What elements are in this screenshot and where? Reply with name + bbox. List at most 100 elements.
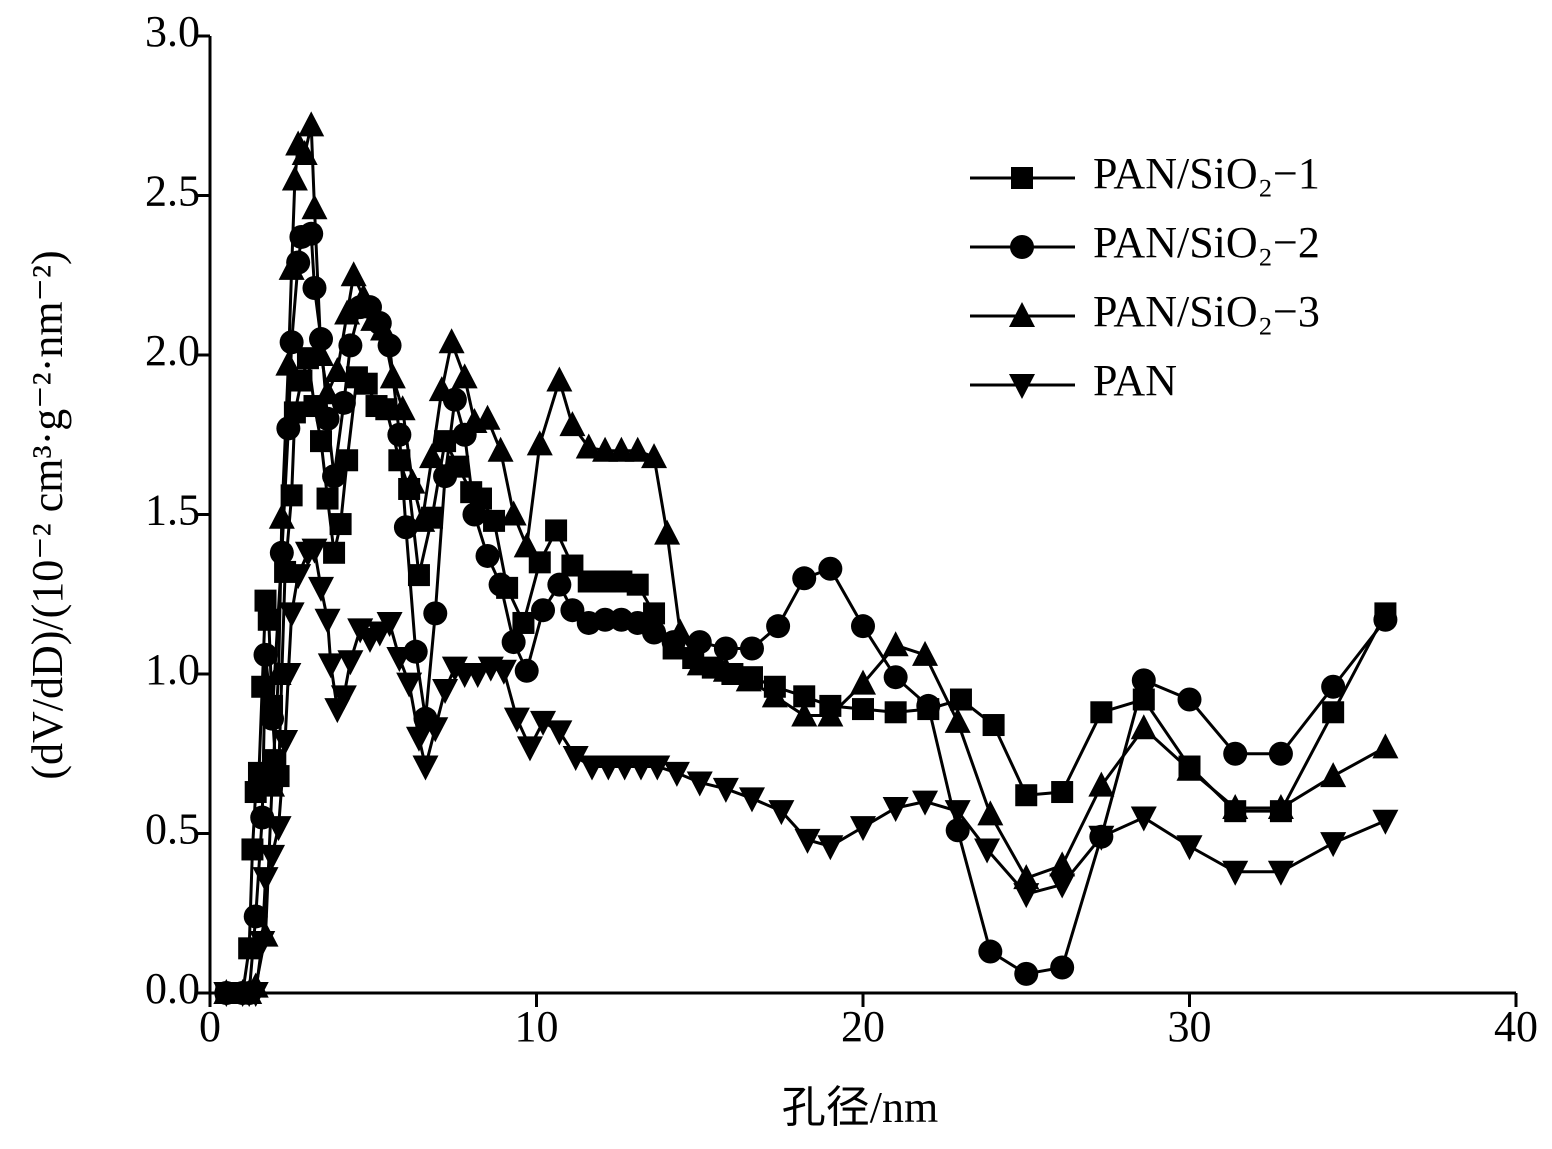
data-point <box>323 541 346 564</box>
data-point <box>252 867 279 893</box>
data-point <box>279 330 304 355</box>
legend-label: PAN/SiO₂−3 <box>1093 287 1320 336</box>
data-point <box>275 350 302 376</box>
legend-marker <box>1010 235 1034 259</box>
data-point <box>268 503 295 529</box>
data-point <box>912 640 939 666</box>
data-point <box>433 464 458 489</box>
data-point <box>977 800 1004 826</box>
data-point <box>575 433 602 459</box>
legend-label: PAN/SiO₂−2 <box>1093 218 1320 267</box>
data-point <box>1268 741 1293 766</box>
y-tick-label: 3.0 <box>145 7 200 56</box>
legend-label: PAN/SiO₂−1 <box>1093 149 1320 198</box>
data-point <box>531 598 556 623</box>
data-point <box>713 636 738 661</box>
data-point <box>792 566 817 591</box>
data-point <box>512 611 535 634</box>
data-point <box>285 564 312 590</box>
data-point <box>526 430 553 456</box>
x-axis-label: 孔径/nm <box>782 1083 938 1132</box>
data-point <box>1321 674 1346 699</box>
y-tick-label: 1.0 <box>145 645 200 694</box>
data-point <box>1014 961 1039 986</box>
data-point <box>331 390 356 415</box>
data-point <box>817 701 844 727</box>
x-tick-label: 0 <box>199 1002 221 1051</box>
data-point <box>944 707 971 733</box>
data-point <box>388 449 411 472</box>
data-point <box>241 838 264 861</box>
data-point <box>340 261 367 287</box>
data-point <box>317 653 344 679</box>
data-point <box>1373 607 1398 632</box>
data-point <box>464 663 491 688</box>
data-point <box>488 572 513 597</box>
x-tick-label: 10 <box>515 1002 559 1051</box>
data-point <box>944 800 971 826</box>
data-point <box>546 720 573 746</box>
data-point <box>916 693 941 718</box>
data-point <box>1176 755 1203 781</box>
data-point <box>624 436 651 462</box>
data-point <box>257 608 280 631</box>
data-point <box>242 982 269 1007</box>
x-tick-label: 20 <box>841 1002 885 1051</box>
data-point <box>412 755 439 781</box>
x-tick-label: 40 <box>1494 1002 1538 1051</box>
data-point <box>1050 955 1075 980</box>
legend-marker <box>1009 374 1035 399</box>
data-point <box>474 404 501 430</box>
data-point <box>316 487 339 510</box>
data-point <box>370 315 397 341</box>
data-point <box>428 376 455 402</box>
data-point <box>438 328 465 354</box>
data-point <box>712 656 739 682</box>
data-point <box>336 449 359 472</box>
data-point <box>423 601 448 626</box>
data-point <box>432 678 459 704</box>
data-point <box>399 468 426 494</box>
data-point <box>389 395 416 421</box>
data-point <box>579 755 606 781</box>
data-point <box>982 714 1005 737</box>
data-point <box>407 564 430 587</box>
data-point <box>516 736 543 762</box>
legend-marker <box>1011 167 1033 189</box>
data-point <box>213 982 240 1007</box>
data-point <box>1088 771 1115 797</box>
data-point <box>490 659 517 685</box>
data-point <box>310 430 333 453</box>
data-point <box>308 576 335 602</box>
data-point <box>945 818 970 843</box>
data-point <box>405 726 432 752</box>
data-point <box>503 707 530 733</box>
data-point <box>739 636 764 661</box>
data-point <box>409 506 436 532</box>
data-point <box>276 416 301 441</box>
data-point <box>642 620 667 645</box>
data-point <box>592 436 619 462</box>
data-point <box>483 509 506 532</box>
data-point <box>254 589 277 612</box>
data-point <box>611 755 638 781</box>
data-point <box>595 755 622 781</box>
data-point <box>330 685 357 711</box>
data-point <box>1013 864 1040 890</box>
y-tick-label: 1.5 <box>145 486 200 535</box>
data-point <box>329 513 352 536</box>
data-point <box>422 717 449 743</box>
data-point <box>1267 860 1294 886</box>
data-point <box>243 904 268 929</box>
data-point <box>793 685 816 708</box>
data-point <box>1176 835 1203 861</box>
data-point <box>419 443 446 469</box>
data-point <box>278 254 305 280</box>
data-point <box>355 372 378 395</box>
data-point <box>667 618 694 644</box>
y-tick-label: 2.5 <box>145 167 200 216</box>
data-point <box>768 800 795 826</box>
data-point <box>301 538 328 564</box>
data-point <box>501 630 526 655</box>
legend-marker <box>1009 302 1035 327</box>
